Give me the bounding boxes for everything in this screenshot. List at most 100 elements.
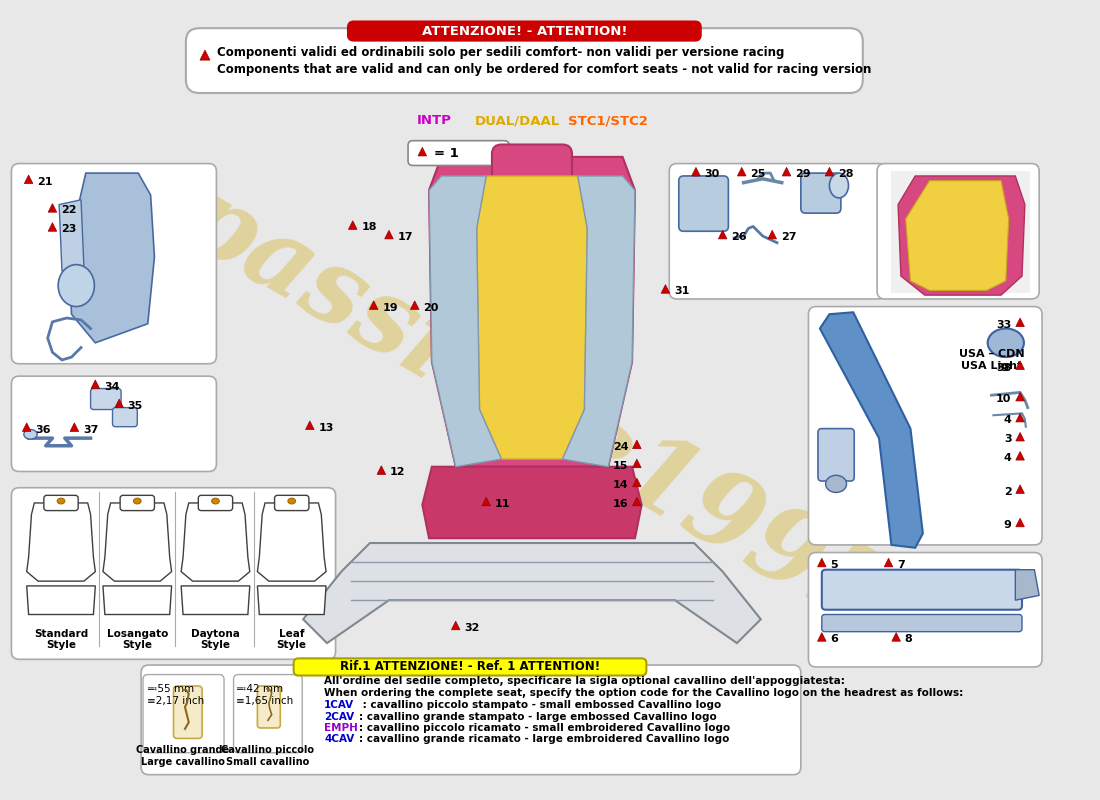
Text: ATTENZIONE! - ATTENTION!: ATTENZIONE! - ATTENTION! [421,25,627,38]
FancyBboxPatch shape [198,495,232,510]
Polygon shape [103,503,172,581]
Polygon shape [718,230,727,239]
Text: STC1/STC2: STC1/STC2 [569,114,648,127]
FancyBboxPatch shape [877,163,1040,299]
Text: 13: 13 [318,422,333,433]
Polygon shape [820,312,923,548]
Polygon shape [26,586,96,614]
Text: Standard
Style: Standard Style [34,629,88,650]
Polygon shape [385,230,394,239]
Polygon shape [632,478,641,486]
Text: 23: 23 [60,224,76,234]
Text: passione1995: passione1995 [163,166,905,653]
Text: 6: 6 [830,634,838,644]
Polygon shape [737,167,746,176]
Text: Components that are valid and can only be ordered for comfort seats - not valid : Components that are valid and can only b… [218,62,871,76]
Polygon shape [1015,414,1024,422]
Polygon shape [891,171,1030,294]
Polygon shape [114,399,123,408]
Text: 1CAV: 1CAV [324,700,354,710]
Polygon shape [825,167,834,176]
Text: 19: 19 [383,302,398,313]
Polygon shape [817,633,826,642]
Ellipse shape [988,329,1024,357]
Polygon shape [1015,570,1040,600]
Text: Componenti validi ed ordinabili solo per sedili comfort- non validi per versione: Componenti validi ed ordinabili solo per… [218,46,784,59]
Text: 9: 9 [1003,520,1012,530]
Text: Leaf
Style: Leaf Style [277,629,307,650]
FancyBboxPatch shape [822,570,1022,610]
Polygon shape [1015,518,1024,526]
Text: : cavallino grande ricamato - large embroidered Cavallino logo: : cavallino grande ricamato - large embr… [360,734,729,744]
Polygon shape [482,498,491,506]
Polygon shape [632,498,641,506]
Text: ≕55 mm
≡2,17 inch: ≕55 mm ≡2,17 inch [146,684,205,706]
FancyBboxPatch shape [186,28,862,93]
Polygon shape [632,440,641,449]
Text: 38: 38 [997,362,1012,373]
Polygon shape [451,621,460,630]
FancyBboxPatch shape [801,173,840,213]
Polygon shape [304,543,761,643]
FancyBboxPatch shape [174,686,202,738]
Text: INTP: INTP [416,114,451,127]
FancyBboxPatch shape [822,614,1022,632]
Polygon shape [182,586,250,614]
FancyBboxPatch shape [808,553,1042,667]
Text: 29: 29 [795,169,811,179]
FancyBboxPatch shape [11,376,217,471]
Polygon shape [48,222,57,231]
FancyBboxPatch shape [275,495,309,510]
FancyBboxPatch shape [257,686,280,728]
Text: 2CAV: 2CAV [324,711,354,722]
Text: 8: 8 [904,634,913,644]
Text: 18: 18 [361,222,377,233]
Polygon shape [692,167,701,176]
Polygon shape [817,558,826,567]
Polygon shape [349,221,358,230]
Polygon shape [661,285,670,294]
Polygon shape [306,421,315,430]
Polygon shape [905,181,1009,290]
Text: 7: 7 [898,560,905,570]
Text: 10: 10 [997,394,1012,404]
FancyBboxPatch shape [120,495,154,510]
Text: 31: 31 [674,286,690,296]
Polygon shape [68,173,154,342]
FancyBboxPatch shape [408,141,509,166]
FancyBboxPatch shape [808,306,1042,545]
FancyBboxPatch shape [11,488,336,659]
Text: DUAL/DAAL: DUAL/DAAL [475,114,560,127]
Ellipse shape [58,265,95,306]
Text: Daytona
Style: Daytona Style [191,629,240,650]
Text: 20: 20 [424,302,439,313]
Polygon shape [429,176,502,466]
Text: When ordering the complete seat, specify the option code for the Cavallino logo : When ordering the complete seat, specify… [324,688,964,698]
Text: 11: 11 [495,499,510,509]
Polygon shape [22,423,31,431]
Polygon shape [422,466,641,538]
Polygon shape [24,175,33,183]
Text: 3: 3 [1004,434,1012,444]
Text: 17: 17 [397,232,414,242]
Polygon shape [782,167,791,176]
Ellipse shape [826,475,847,493]
Text: 32: 32 [464,623,480,633]
Ellipse shape [133,498,141,504]
Ellipse shape [57,498,65,504]
Polygon shape [1015,392,1024,401]
Polygon shape [892,633,901,642]
Ellipse shape [288,498,296,504]
Text: 5: 5 [830,560,838,570]
Text: 28: 28 [838,169,854,179]
FancyBboxPatch shape [90,389,121,410]
Text: 15: 15 [613,461,628,470]
Text: Cavallino piccolo
Small cavallino: Cavallino piccolo Small cavallino [221,745,315,766]
Polygon shape [476,176,587,459]
Polygon shape [898,176,1025,295]
Polygon shape [200,50,210,60]
Text: 37: 37 [82,425,98,434]
Polygon shape [48,204,57,212]
Polygon shape [632,459,641,468]
FancyBboxPatch shape [141,665,801,774]
